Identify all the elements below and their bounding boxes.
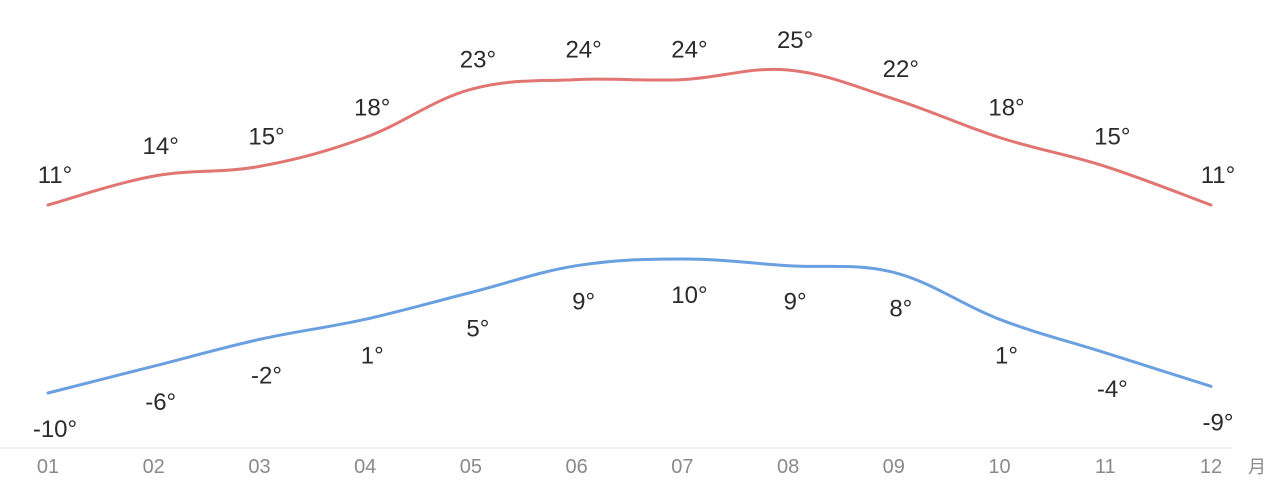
- x-axis-tick-label: 10: [988, 456, 1010, 478]
- x-axis-tick-label: 01: [37, 456, 59, 478]
- high-temperature-label: 14°: [143, 133, 179, 160]
- x-axis-tick-label: 09: [883, 456, 905, 478]
- low-temperature-label: 1°: [995, 342, 1018, 369]
- high-temperature-label: 24°: [671, 37, 707, 64]
- x-axis-tick-label: 03: [248, 456, 270, 478]
- high-temperature-label: 25°: [777, 27, 813, 54]
- low-temperature-label: -6°: [145, 389, 176, 416]
- low-temperature-label: -4°: [1097, 376, 1128, 403]
- high-temperature-label: 11°: [38, 162, 73, 189]
- x-axis-tick-label: 11: [1095, 456, 1116, 478]
- point-labels-layer: 11° 14° 15° 18° 23° 24° 24° 25° 22° 18° 15° 11° -10°…: [33, 27, 1235, 443]
- high-temperature-line: [46, 67, 1213, 207]
- x-axis-tick-label: 08: [777, 456, 799, 478]
- low-temperature-line: [46, 257, 1213, 395]
- low-temperature-label: 10°: [671, 282, 707, 309]
- high-temperature-label: 18°: [354, 95, 390, 122]
- x-axis-tick-label: 12: [1200, 456, 1222, 478]
- low-temperature-label: 8°: [889, 295, 912, 322]
- low-temperature-label: -2°: [251, 362, 282, 389]
- x-axis-unit-label: 月: [1248, 457, 1266, 478]
- x-axis-tick-label: 07: [671, 456, 693, 478]
- high-temperature-label: 15°: [1094, 123, 1130, 150]
- high-temperature-label: 24°: [565, 37, 601, 64]
- low-temperature-label: 1°: [361, 342, 384, 369]
- x-axis-tick-label: 04: [354, 456, 376, 478]
- high-temperature-label: 11°: [1201, 162, 1236, 189]
- x-axis-tick-label: 06: [565, 456, 587, 478]
- high-temperature-label: 15°: [248, 123, 284, 150]
- x-axis-ticks: 01 02 03 04 05 06 07 08 09 10 11 12: [37, 456, 1222, 478]
- x-axis-tick-label: 02: [143, 456, 165, 478]
- low-temperature-label: -10°: [33, 416, 77, 443]
- x-axis-tick-label: 05: [460, 456, 482, 478]
- high-temperature-label: 23°: [460, 46, 496, 73]
- low-temperature-label: 9°: [784, 289, 807, 316]
- high-temperature-label: 18°: [988, 95, 1024, 122]
- series-layer: [46, 67, 1213, 395]
- low-temperature-label: -9°: [1203, 409, 1234, 436]
- low-temperature-label: 9°: [572, 289, 595, 316]
- low-temperature-label: 5°: [466, 316, 489, 343]
- high-temperature-label: 22°: [883, 56, 919, 83]
